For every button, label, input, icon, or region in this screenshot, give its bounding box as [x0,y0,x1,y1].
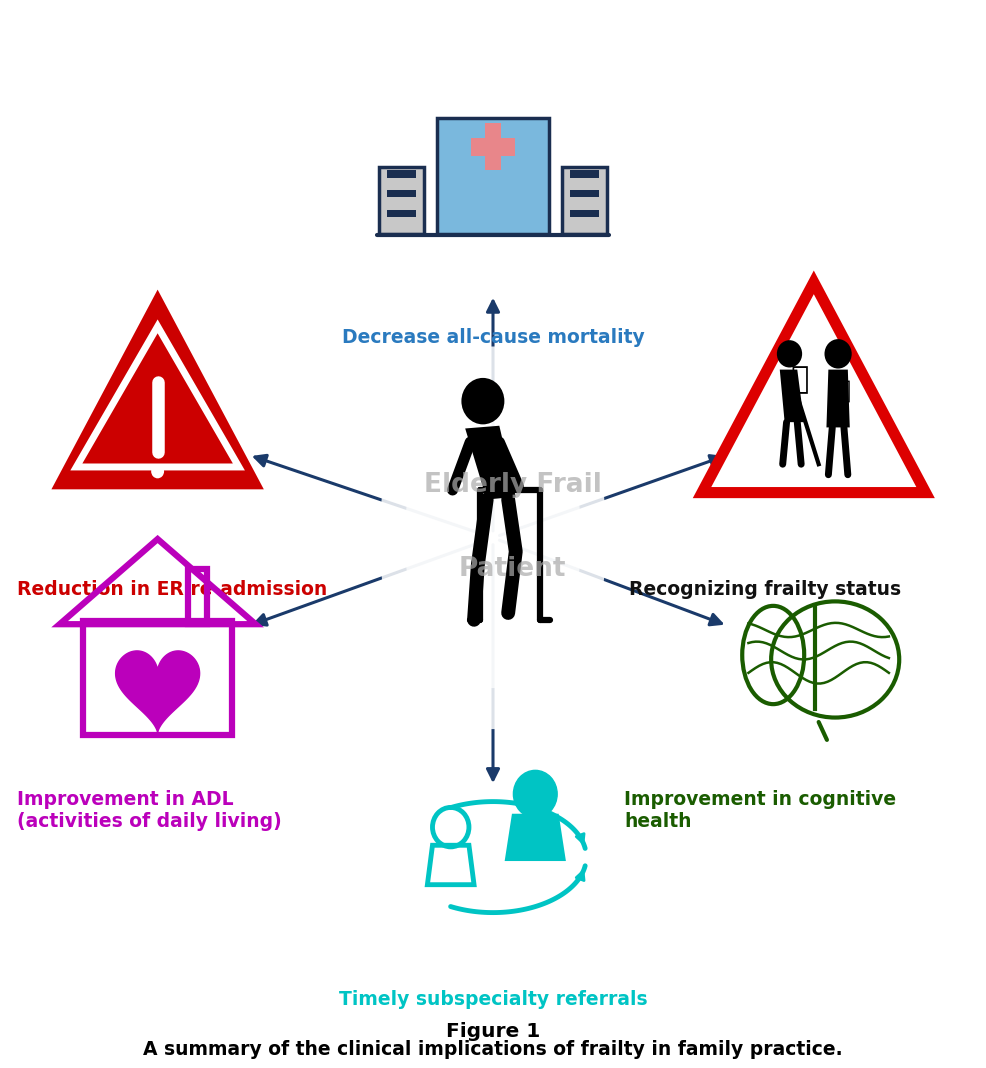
FancyBboxPatch shape [570,171,599,177]
FancyBboxPatch shape [470,138,516,156]
Circle shape [514,770,557,818]
Circle shape [151,465,164,478]
FancyBboxPatch shape [387,209,416,217]
Text: Reduction in ER re-admission: Reduction in ER re-admission [17,580,327,599]
Text: Recognizing frailty status: Recognizing frailty status [629,580,901,599]
Circle shape [461,378,505,424]
Polygon shape [51,289,264,489]
Polygon shape [115,650,199,733]
Polygon shape [76,327,239,467]
Text: Decrease all-cause mortality: Decrease all-cause mortality [341,328,645,346]
Text: Elderly Frail: Elderly Frail [424,472,601,499]
FancyBboxPatch shape [570,190,599,198]
FancyBboxPatch shape [570,209,599,217]
FancyBboxPatch shape [437,117,549,234]
FancyBboxPatch shape [562,167,607,234]
Circle shape [824,340,852,368]
FancyBboxPatch shape [485,123,501,170]
Ellipse shape [380,346,606,729]
Text: Improvement in ADL
(activities of daily living): Improvement in ADL (activities of daily … [17,790,281,831]
Polygon shape [826,370,850,427]
FancyBboxPatch shape [379,167,424,234]
Text: Timely subspecialty referrals: Timely subspecialty referrals [338,990,648,1009]
Text: Patient: Patient [458,556,566,582]
Text: Figure 1: Figure 1 [446,1022,540,1041]
FancyBboxPatch shape [387,190,416,198]
Text: A summary of the clinical implications of frailty in family practice.: A summary of the clinical implications o… [143,1040,843,1059]
Text: Improvement in cognitive
health: Improvement in cognitive health [624,790,896,831]
Polygon shape [702,282,926,492]
Polygon shape [465,426,516,500]
Text: 🧓: 🧓 [835,379,851,403]
Polygon shape [780,370,804,422]
Text: 🧑: 🧑 [790,365,809,394]
Circle shape [777,341,803,367]
Polygon shape [505,814,566,861]
Ellipse shape [404,388,582,688]
FancyBboxPatch shape [387,171,416,177]
